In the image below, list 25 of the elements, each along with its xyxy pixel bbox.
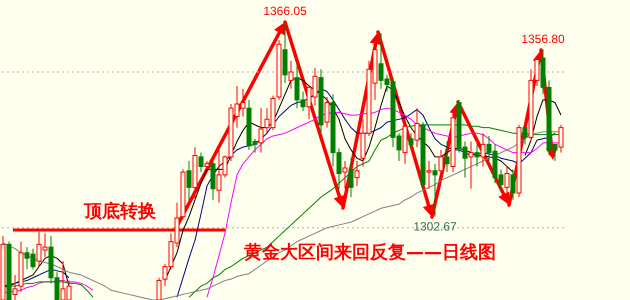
candlestick <box>348 158 354 198</box>
candlestick <box>186 160 192 200</box>
annotation: 1366.05 <box>263 4 308 18</box>
candlestick <box>288 60 294 90</box>
annotation: 1356.80 <box>521 32 566 46</box>
candlestick <box>504 166 510 195</box>
candlestick <box>558 124 564 154</box>
candlestick <box>198 152 204 173</box>
candlestick <box>474 144 480 168</box>
candlestick <box>432 163 438 218</box>
candlestick <box>444 141 450 173</box>
candlestick <box>408 132 414 148</box>
annotation: 顶底转换 <box>83 201 156 222</box>
annotation: 1302.67 <box>413 220 458 234</box>
candlestick <box>12 274 18 300</box>
candlestick <box>426 160 432 190</box>
candlestick <box>510 168 516 200</box>
candlestick <box>414 108 420 148</box>
candlestick <box>342 160 348 190</box>
candlestick <box>354 160 360 187</box>
candlestick <box>156 277 162 300</box>
candlestick <box>258 108 264 154</box>
candlestick <box>468 141 474 190</box>
candlestick <box>324 96 330 128</box>
candlestick <box>480 132 486 168</box>
